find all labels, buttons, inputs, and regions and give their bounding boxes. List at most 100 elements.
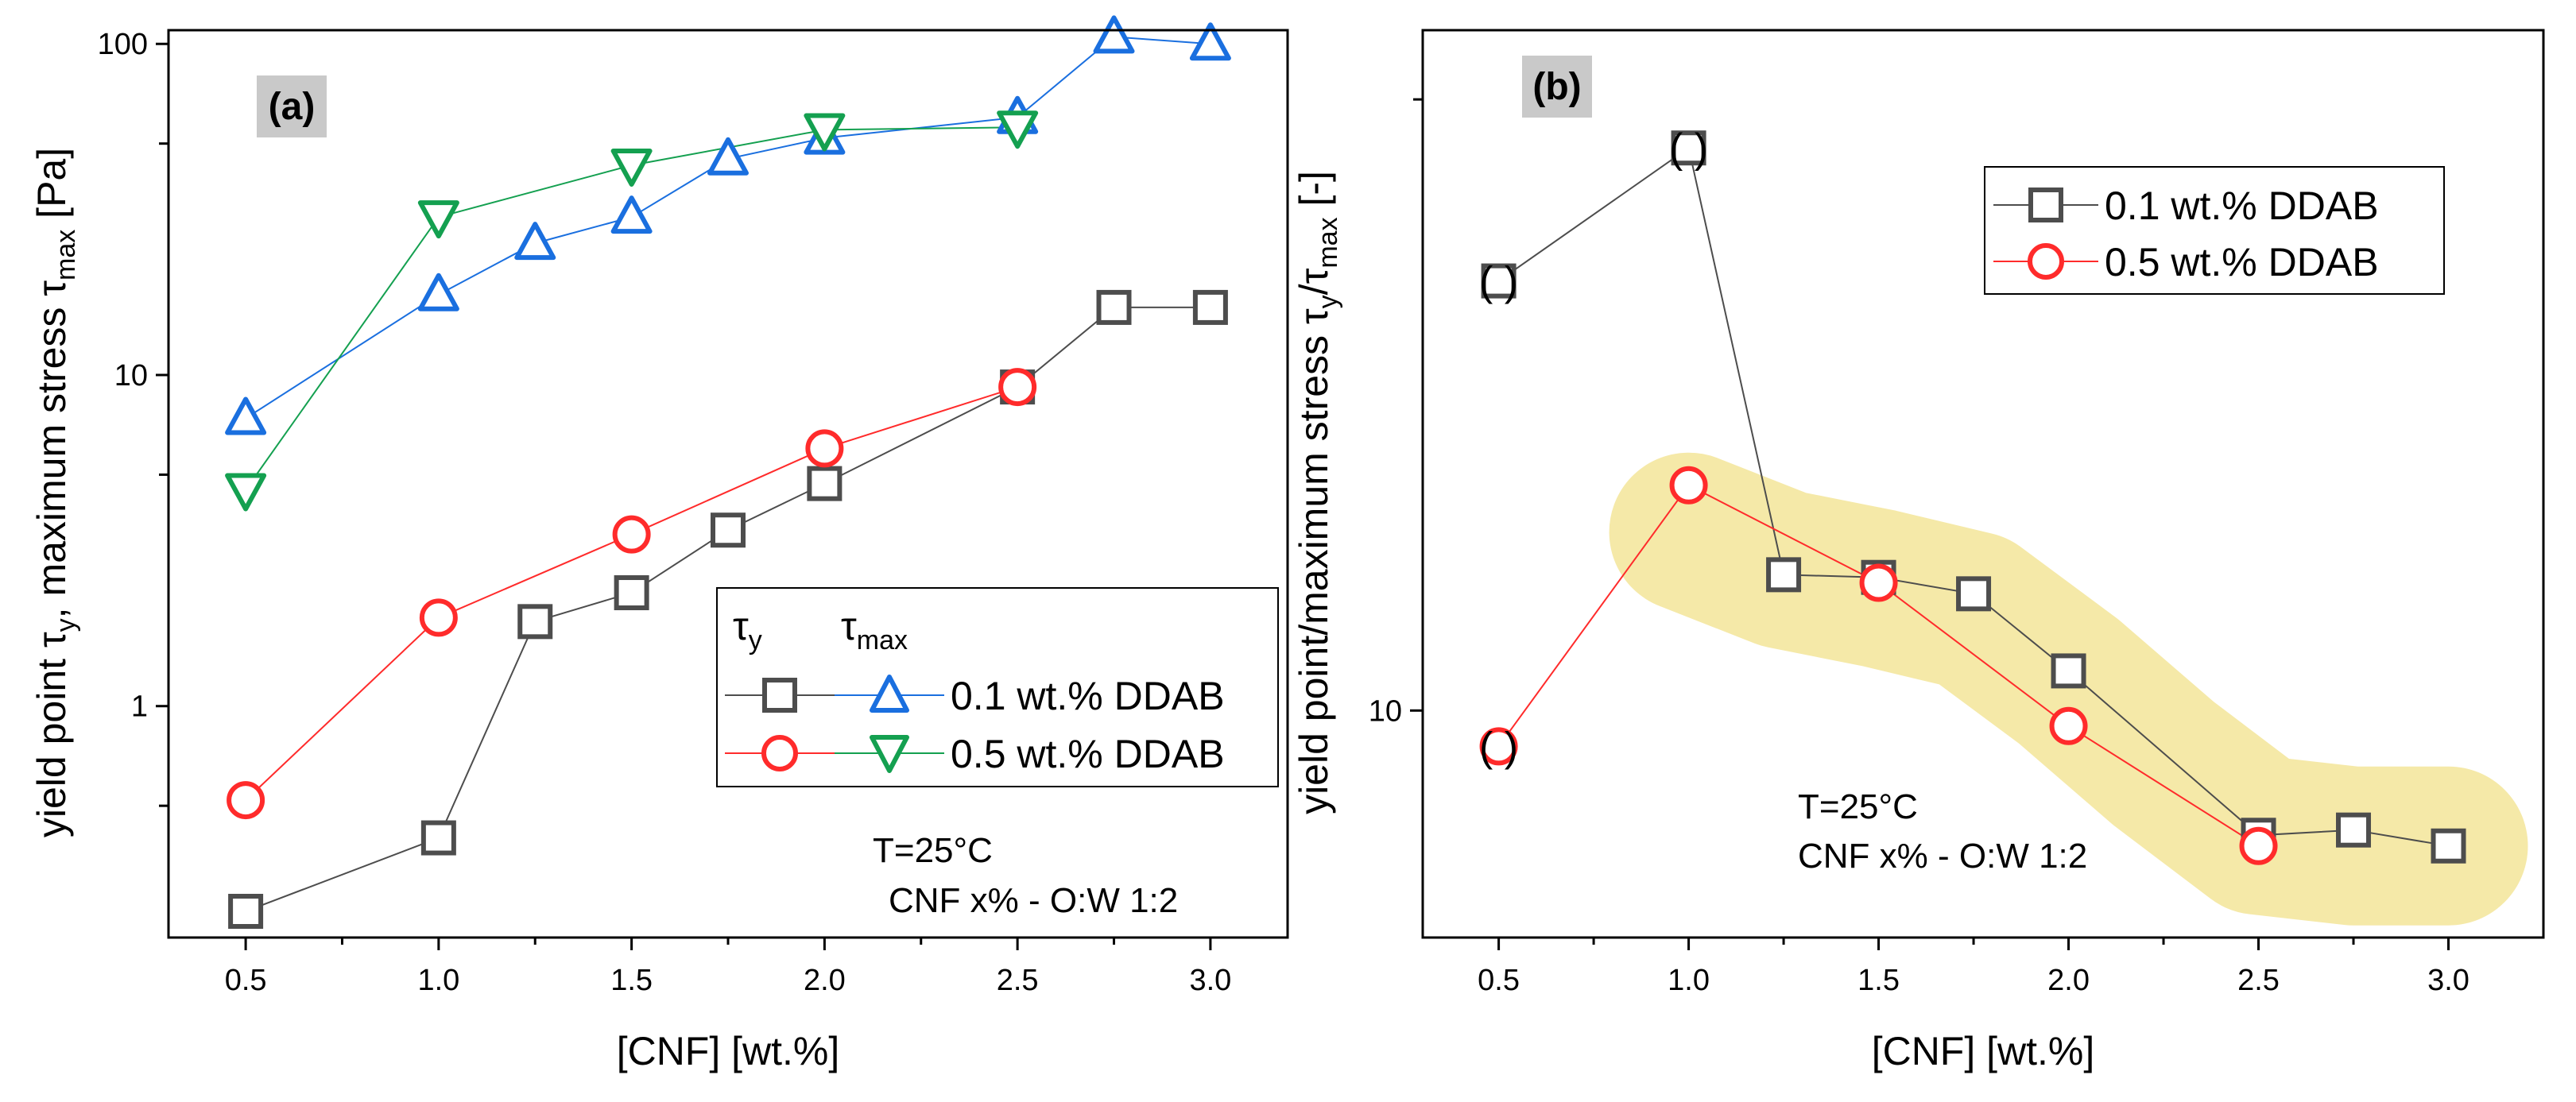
panel-a-y-label: yield point τy, maximum stress τmax [Pa] (29, 148, 81, 837)
a-series-0-point-3 (614, 575, 649, 611)
panel-b-marks (1479, 130, 2466, 865)
a-series-0-point-0 (228, 894, 264, 930)
b-series-1-point-3 (2049, 706, 2088, 745)
a-series-2-point-1 (417, 273, 459, 311)
panel-a-annotation-temp: T=25°C (873, 831, 993, 870)
b-ylabel-slash: / (1292, 284, 1336, 295)
a-series-1-point-0 (227, 781, 265, 820)
panel-a-ticks: 0.5 1.0 1.5 2.0 2.5 3.0 1 10 100 (98, 28, 1232, 997)
b-ylabel-sub-max: max (1313, 217, 1343, 268)
b-paren-2: ( ) (1479, 724, 1518, 770)
panel-a-legend-box (716, 587, 1279, 787)
a-ytick-label-0: 1 (131, 690, 148, 724)
b-series-0-point-7 (2336, 812, 2372, 848)
panel-b-frame (1421, 29, 2545, 939)
a-xtick-label-5: 3.0 (1189, 964, 1231, 997)
legend-a-header-tau-y: τy (733, 604, 762, 655)
panel-b-ticks: 0.5 1.0 1.5 2.0 2.5 3.0 10 (1369, 98, 2469, 997)
b-xtick-label-4: 2.5 (2237, 964, 2280, 997)
b-ytick-label-0: 10 (1369, 694, 1402, 728)
panel-a-label-bg (257, 75, 327, 137)
a-ytick-label-1: 10 (114, 359, 148, 392)
panel-a-x-label: [CNF] [wt.%] (617, 1029, 840, 1073)
a-series-1-point-3 (805, 429, 844, 468)
panel-b-paren-marks: ( ) ( ) ( ) (1479, 126, 1708, 770)
b-xtick-label-0: 0.5 (1478, 964, 1520, 997)
a-ylabel-sub-y: y (51, 618, 81, 632)
a-ylabel-part1: yield point (29, 648, 74, 837)
b-series-0-point-0 (1481, 263, 1517, 299)
a-series-1-point-1 (419, 598, 458, 637)
a-xtick-label-4: 2.5 (997, 964, 1039, 997)
panel-b-label: (b) (1532, 66, 1581, 108)
a-ylabel-tau1: τ (29, 632, 74, 648)
a-series-2-point-2 (514, 222, 556, 261)
legend-a-marker-square (762, 678, 797, 713)
legend-b-entry-1: 0.1 wt.% DDAB (2105, 184, 2379, 228)
a-ylabel-part3: [Pa] (29, 148, 74, 230)
b-xtick-label-5: 3.0 (2427, 964, 2469, 997)
legend-a-marker-triangle-down (870, 735, 909, 773)
b-series-0-point-5 (2051, 653, 2086, 689)
panel-b-x-label: [CNF] [wt.%] (1872, 1029, 2095, 1073)
b-series-0-point-4 (1956, 576, 1992, 612)
panel-b-legend: 0.1 wt.% DDAB 0.5 wt.% DDAB (1984, 166, 2445, 295)
b-series-0-point-2 (1766, 557, 1802, 593)
a-series-0-point-1 (420, 820, 456, 856)
b-paren-0: ( ) (1479, 259, 1518, 305)
legend-b-marker-circle (2028, 243, 2064, 280)
b-xtick-label-1: 1.0 (1668, 964, 1710, 997)
a-series-2-point-3 (610, 195, 653, 234)
a-series-3-point-4 (997, 110, 1039, 149)
panel-a-legend: τy τmax 0.1 wt.% DDAB 0.5 wt.% DDAB (716, 587, 1279, 787)
legend-a-marker-circle (761, 735, 798, 771)
a-series-2-point-8 (1189, 22, 1231, 61)
panel-a-label: (a) (269, 86, 316, 128)
a-series-1-point-2 (612, 515, 651, 554)
a-series-0-point-8 (1192, 289, 1228, 325)
b-series-0-point-8 (2431, 828, 2466, 864)
a-ylabel-part2: , maximum stress (29, 296, 74, 619)
a-series-0-point-2 (517, 604, 553, 640)
legend-b-entry-2: 0.5 wt.% DDAB (2105, 240, 2379, 284)
b-series-1-point-0 (1479, 727, 1518, 766)
b-series-1-point-4 (2239, 826, 2278, 865)
a-xtick-label-2: 1.5 (610, 964, 653, 997)
b-ylabel-part1: yield point/maximum stress (1292, 324, 1336, 814)
panel-a-annotation-composition: CNF x% - O:W 1:2 (889, 881, 1178, 920)
a-series-2-point-7 (1093, 15, 1135, 54)
a-ylabel-sub-max: max (51, 230, 81, 280)
a-xtick-label-1: 1.0 (417, 964, 459, 997)
b-xtick-label-3: 2.0 (2047, 964, 2090, 997)
legend-a-header-tau-max: τmax (841, 604, 908, 655)
legend-b-marker-square (2028, 188, 2063, 222)
a-series-0-point-7 (1096, 289, 1132, 325)
a-series-3-point-0 (225, 473, 267, 512)
b-series-0-point-1 (1671, 130, 1706, 166)
a-series-0-point-5 (807, 466, 843, 501)
panel-b-label-bg (1522, 56, 1592, 118)
b-series-1-point-2 (1859, 563, 1898, 602)
a-series-0-point-4 (711, 512, 746, 548)
a-series-3-point-3 (804, 113, 846, 152)
legend-a-marker-triangle-up (870, 675, 909, 713)
b-series-1-point-1 (1669, 466, 1708, 505)
a-xtick-label-3: 2.0 (804, 964, 846, 997)
a-series-3-point-1 (417, 200, 459, 239)
a-ylabel-tau2: τ (29, 280, 74, 296)
panel-b: 0.5 1.0 1.5 2.0 2.5 3.0 10 (b) [CNF] [wt.%] yi… (1292, 29, 2545, 1073)
a-series-2-point-0 (225, 396, 267, 435)
panel-a-marks (225, 15, 1231, 930)
a-series-2-point-4 (707, 137, 749, 176)
b-ylabel-sub-y: y (1313, 295, 1343, 308)
b-paren-1: ( ) (1669, 126, 1708, 172)
a-series-1-point-4 (998, 368, 1037, 407)
a-ytick-label-2: 100 (98, 28, 148, 61)
a-series-2-line (245, 36, 1211, 420)
legend-a-entry-1: 0.1 wt.% DDAB (951, 674, 1225, 718)
panel-b-annotation-temp: T=25°C (1798, 787, 1918, 826)
b-ylabel-tau2: τ (1292, 268, 1336, 284)
b-ylabel-part3: [-] (1292, 171, 1336, 217)
panel-b-y-label: yield point/maximum stress τy/τmax [-] (1292, 171, 1343, 814)
